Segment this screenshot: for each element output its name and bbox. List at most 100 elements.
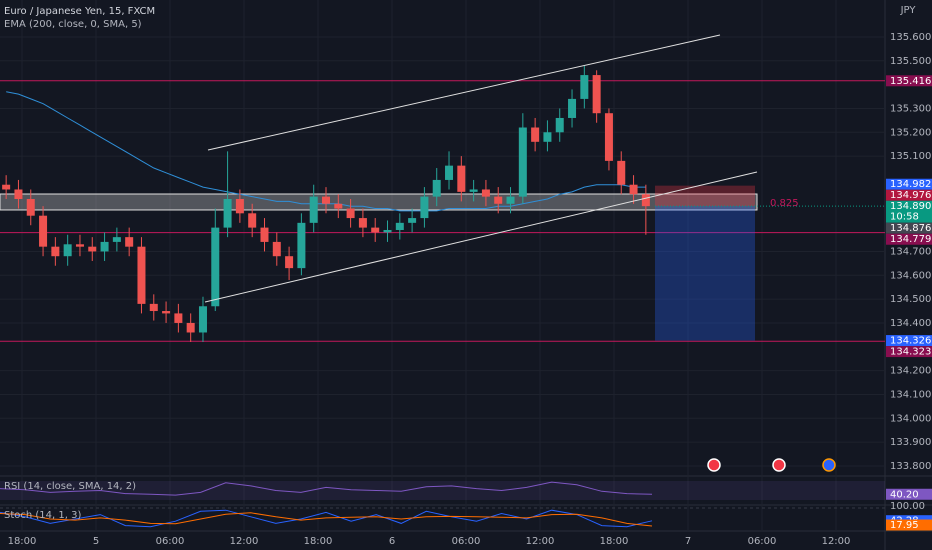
- marks: [0, 65, 653, 528]
- y-tick-label: 134.000: [890, 413, 931, 424]
- candle-body: [555, 117, 564, 133]
- candle-body: [26, 199, 35, 216]
- candle-body: [75, 244, 84, 247]
- channel-lower: [204, 171, 758, 303]
- drawings: [0, 80, 885, 500]
- rsi-value: 40.20: [890, 489, 919, 500]
- candle-body: [174, 313, 183, 323]
- price-label-bg: [886, 178, 932, 190]
- price-label-bg: [886, 189, 932, 201]
- y-tick-label: 133.900: [890, 437, 931, 448]
- candle-body: [2, 184, 11, 190]
- event-icon[interactable]: [772, 458, 786, 472]
- candle-body: [481, 189, 490, 197]
- y-tick-label: 134.400: [890, 318, 931, 329]
- price-label-bg: [886, 75, 932, 87]
- rsi-band: [0, 481, 885, 500]
- candle-body: [531, 127, 540, 142]
- candle-body: [543, 132, 552, 142]
- x-tick-label: 18:00: [8, 536, 37, 547]
- candle-body: [272, 241, 281, 257]
- x-tick-label: 06:00: [452, 536, 481, 547]
- stoch-d-value: 17.95: [890, 520, 919, 531]
- currency: JPY: [900, 5, 917, 16]
- y-tick-label: 134.500: [890, 294, 931, 305]
- candle-body: [469, 189, 478, 192]
- candle-body: [641, 194, 650, 207]
- price-label: 134.982: [890, 179, 931, 190]
- rsi-line: [0, 481, 653, 496]
- candle-body: [162, 311, 171, 314]
- candle-body: [211, 227, 220, 307]
- price-label-time: 10:58: [890, 212, 919, 223]
- candle-body: [125, 237, 134, 247]
- y-tick-label: 133.800: [890, 461, 931, 472]
- stoch-label: Stoch (14, 1, 3): [4, 510, 81, 521]
- y-tick-label: 135.300: [890, 103, 931, 114]
- price-label-bg: [886, 233, 932, 245]
- event-icon[interactable]: [822, 458, 836, 472]
- price-label: 134.890: [890, 201, 931, 212]
- y-tick-label: 134.200: [890, 366, 931, 377]
- candle-body: [14, 189, 23, 200]
- price-label-bg: [886, 200, 932, 223]
- candle-body: [592, 75, 601, 114]
- x-tick-label: 12:00: [822, 536, 851, 547]
- x-tick-label: 7: [685, 536, 691, 547]
- candle-body: [63, 244, 72, 257]
- candle-body: [137, 246, 146, 304]
- price-label-bg: [886, 222, 932, 234]
- indicator-label: EMA (200, close, 0, SMA, 5): [4, 19, 142, 30]
- y-tick-label: 100.00: [890, 501, 925, 512]
- candle-body: [506, 196, 515, 204]
- candle-body: [149, 303, 158, 312]
- candle-body: [322, 196, 330, 204]
- candle-body: [260, 227, 269, 242]
- candle-body: [518, 127, 527, 197]
- candle-body: [235, 199, 244, 214]
- candle-body: [617, 160, 626, 185]
- position-target: [655, 206, 755, 341]
- y-tick-label: 135.200: [890, 127, 931, 138]
- candle-body: [223, 199, 232, 228]
- price-label-bg: [886, 346, 932, 358]
- event-icon[interactable]: [707, 458, 721, 472]
- candle-body: [371, 227, 380, 233]
- candle-body: [445, 165, 454, 180]
- price-label: 134.976: [890, 190, 931, 201]
- candle-body: [88, 246, 97, 252]
- y-tick-label: 135.100: [890, 151, 931, 162]
- candle-body: [383, 229, 392, 233]
- candle-body: [346, 208, 355, 219]
- candle-body: [457, 165, 466, 192]
- candle-body: [432, 179, 441, 197]
- rsi-label-bg: [886, 488, 932, 500]
- y-tick-label: 135.500: [890, 56, 931, 67]
- x-tick-label: 06:00: [748, 536, 777, 547]
- candle-body: [100, 241, 109, 252]
- price-label: 135.416: [890, 76, 931, 87]
- candle-body: [395, 222, 404, 230]
- candle-body: [494, 196, 503, 204]
- event-icons: [707, 458, 836, 472]
- candle-body: [358, 218, 367, 228]
- candle-body: [39, 215, 48, 247]
- candle-body: [604, 113, 613, 161]
- candle-body: [112, 237, 121, 242]
- stoch-d-label-bg: [886, 519, 932, 531]
- x-tick-label: 12:00: [230, 536, 259, 547]
- x-tick-label: 06:00: [156, 536, 185, 547]
- candle-body: [580, 75, 589, 99]
- candle-body: [408, 218, 417, 223]
- y-tick-label: 134.700: [890, 246, 931, 257]
- price-label: 134.326: [890, 336, 931, 347]
- position-stop: [655, 185, 755, 207]
- y-tick-label: 134.600: [890, 270, 931, 281]
- rsi-label: RSI (14, close, SMA, 14, 2): [4, 481, 136, 492]
- zone-box: [0, 193, 758, 211]
- candle-body: [297, 222, 306, 269]
- annotation: 0.825: [770, 198, 799, 209]
- candle-body: [198, 306, 207, 333]
- price-label: 134.323: [890, 347, 931, 358]
